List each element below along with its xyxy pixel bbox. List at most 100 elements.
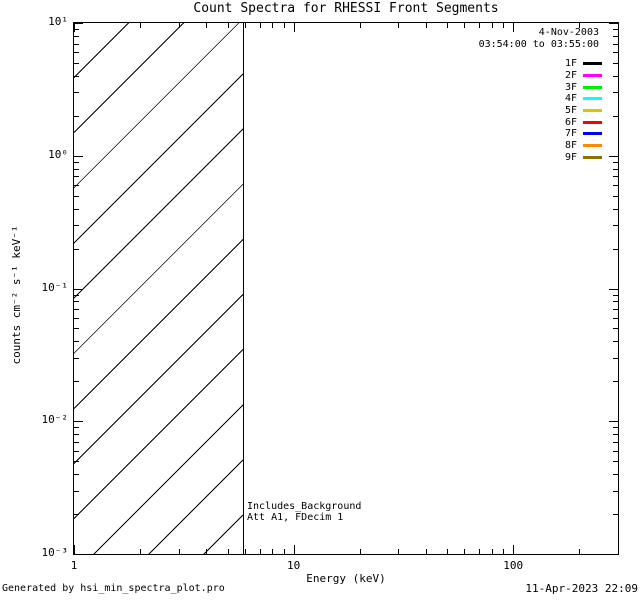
y-axis-tick (613, 209, 618, 210)
y-axis-tick (74, 421, 83, 422)
y-axis-tick (609, 289, 618, 290)
legend-item: 1F (479, 58, 602, 70)
legend-item-label: 9F (564, 151, 577, 163)
x-axis-tick (272, 549, 273, 554)
y-axis-tick (609, 156, 618, 157)
legend-color-swatch (583, 132, 602, 136)
y-tick-label: 10⁻² (41, 413, 69, 427)
legend-item-label: 5F (564, 105, 577, 117)
y-axis-tick (74, 434, 79, 435)
y-tick-label: 10¹ (48, 15, 68, 28)
y-axis-tick (613, 328, 618, 329)
y-axis-tick (609, 23, 618, 24)
y-axis-tick (613, 92, 618, 93)
legend-color-swatch (583, 120, 602, 124)
y-axis-tick (609, 421, 618, 422)
x-axis-tick (228, 23, 229, 28)
y-axis-tick (613, 63, 618, 64)
y-axis-tick (74, 196, 79, 197)
chart-title: Count Spectra for RHESSI Front Segments (193, 1, 499, 16)
y-axis-tick (613, 309, 618, 310)
y-axis-tick (74, 225, 79, 226)
legend-item: 9F (479, 152, 602, 164)
legend-item: 6F (479, 116, 602, 128)
legend-item-label: 2F (564, 70, 577, 82)
y-axis-tick (613, 52, 618, 53)
y-axis-tick (613, 301, 618, 302)
y-axis-tick (613, 427, 618, 428)
legend-item: 7F (479, 128, 602, 140)
y-axis-tick (74, 116, 79, 117)
y-axis-tick (74, 44, 79, 45)
x-axis-tick (503, 549, 504, 554)
legend-item-label: 1F (564, 58, 577, 70)
x-axis-tick (479, 23, 480, 28)
y-axis-tick (74, 23, 83, 24)
x-axis-tick (206, 23, 207, 28)
y-axis-tick (613, 358, 618, 359)
x-tick-label: 100 (503, 559, 524, 572)
legend: 4-Nov-2003 03:54:00 to 03:55:00 1F 2F 3F 4F… (479, 27, 602, 163)
y-axis-tick (74, 328, 79, 329)
x-axis-tick (360, 23, 361, 28)
x-axis-tick (447, 23, 448, 28)
x-axis-tick (398, 23, 399, 28)
plot-frame: Includes_Background Att A1, FDecim 1 (73, 22, 619, 555)
x-tick-label: 1 (70, 559, 78, 572)
legend-time-range: 03:54:00 to 03:55:00 (478, 39, 599, 50)
x-axis-tick (179, 23, 180, 28)
y-axis-tick (74, 491, 79, 492)
x-axis-tick (503, 23, 504, 28)
x-axis-tick (492, 23, 493, 28)
y-axis-tick (613, 225, 618, 226)
legend-item: 2F (479, 70, 602, 82)
legend-color-swatch (583, 74, 602, 78)
x-axis-tick (464, 23, 465, 28)
y-axis-tick (74, 381, 79, 382)
x-axis-tick (179, 549, 180, 554)
y-axis-tick (613, 76, 618, 77)
x-axis-tick (228, 549, 229, 554)
x-axis-tick (140, 23, 141, 28)
footer-timestamp: 11-Apr-2023 22:09 (525, 582, 638, 595)
x-axis-tick (294, 545, 295, 554)
y-axis-tick (74, 169, 79, 170)
y-axis-tick (74, 76, 79, 77)
x-axis-tick (447, 549, 448, 554)
legend-date: 4-Nov-2003 (538, 27, 599, 38)
y-axis-tick (74, 341, 79, 342)
legend-item-label: 7F (564, 128, 577, 140)
y-axis-tick (613, 442, 618, 443)
x-axis-tick (245, 23, 246, 28)
x-axis-tick (398, 549, 399, 554)
legend-color-swatch (583, 97, 602, 101)
y-axis-label: counts cm⁻² s⁻¹ keV⁻¹ (10, 225, 23, 365)
y-axis-tick (613, 196, 618, 197)
y-axis-tick (74, 301, 79, 302)
x-axis-tick (426, 23, 427, 28)
y-axis-tick (74, 176, 79, 177)
x-axis-tick (579, 549, 580, 554)
y-axis-tick (613, 44, 618, 45)
footer-generator-credit: Generated by hsi_min_spectra_plot.pro (2, 583, 225, 594)
y-axis-tick (74, 474, 79, 475)
y-axis-tick (74, 249, 79, 250)
y-axis-tick (74, 309, 79, 310)
y-axis-tick (74, 162, 79, 163)
y-axis-tick (74, 318, 79, 319)
y-tick-label: 10⁻¹ (41, 280, 69, 294)
y-axis-tick (74, 29, 79, 30)
x-axis-tick (513, 545, 514, 554)
y-axis-tick (74, 92, 79, 93)
y-axis-tick (74, 451, 79, 452)
x-axis-tick (260, 549, 261, 554)
x-axis-tick (360, 549, 361, 554)
y-axis-tick (74, 461, 79, 462)
y-axis-tick (613, 29, 618, 30)
plot-annotations: Includes_Background Att A1, FDecim 1 (247, 501, 361, 523)
x-axis-tick (74, 23, 75, 32)
y-axis-tick (613, 381, 618, 382)
x-axis-label: Energy (keV) (306, 572, 386, 585)
y-tick-label: 10⁰ (48, 147, 68, 161)
hatched-low-energy-region (74, 23, 244, 554)
